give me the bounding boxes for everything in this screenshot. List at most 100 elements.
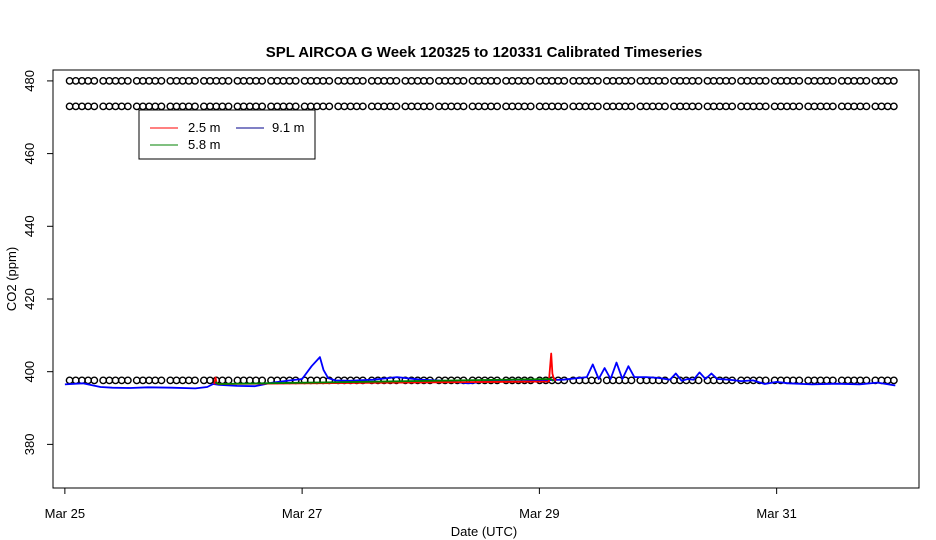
flag-marker [386, 77, 395, 85]
legend-box [138, 109, 316, 160]
flag-marker [178, 102, 187, 111]
flag-marker [783, 102, 791, 111]
flag-marker [621, 102, 630, 111]
flag-marker [267, 102, 275, 111]
flag-marker [722, 102, 730, 111]
flag-marker [844, 102, 852, 111]
flag-marker [816, 376, 825, 385]
flag-marker [319, 102, 328, 111]
flag-marker [514, 77, 523, 85]
flag-marker [615, 102, 624, 111]
flag-marker [850, 77, 859, 85]
flag-marker [206, 376, 214, 385]
flag-marker [459, 102, 468, 111]
flag-marker [502, 102, 510, 111]
flag-marker [386, 102, 395, 111]
flag-marker [157, 376, 166, 385]
y-tick-label: 420 [22, 288, 37, 310]
flag-marker [694, 376, 703, 385]
y-axis-label: CO2 (ppm) [4, 247, 19, 311]
flag-marker [358, 102, 367, 111]
flag-marker [822, 376, 831, 385]
flag-marker [279, 102, 288, 111]
flag-marker [166, 77, 175, 85]
flag-marker [828, 376, 837, 385]
flag-marker [285, 102, 294, 111]
flag-marker [199, 102, 208, 111]
flag-marker [139, 102, 147, 111]
flag-marker [883, 77, 892, 85]
flag-marker [78, 77, 86, 85]
flag-marker [480, 77, 489, 85]
flag-marker [206, 77, 214, 85]
flag-marker [715, 77, 724, 85]
flag-marker [313, 77, 321, 85]
flag-marker [447, 77, 456, 85]
flag-marker [374, 102, 382, 111]
flag-marker [648, 102, 657, 111]
flag-marker [132, 77, 141, 85]
flag-marker [548, 102, 556, 111]
legend-label-9-1m: 9.1 m [272, 120, 305, 135]
flag-marker [172, 102, 181, 111]
flag-marker [184, 77, 193, 85]
flag-marker [65, 376, 74, 385]
flag-marker [554, 77, 563, 85]
flag-marker [783, 77, 791, 85]
flag-marker [776, 102, 785, 111]
flag-marker [105, 376, 114, 385]
flag-marker [84, 376, 93, 385]
flag-marker [575, 102, 584, 111]
flag-marker [447, 102, 456, 111]
flag-marker [737, 102, 745, 111]
flag-marker [340, 77, 349, 85]
flag-marker [132, 376, 141, 385]
flag-marker [554, 102, 563, 111]
flag-marker [65, 77, 74, 85]
flag-marker [560, 77, 569, 85]
flag-marker [300, 102, 309, 111]
flag-marker [828, 102, 837, 111]
flag-marker [90, 376, 99, 385]
flag-marker [252, 77, 260, 85]
flag-marker [71, 102, 80, 111]
flag-marker [755, 77, 764, 85]
flag-marker [755, 102, 764, 111]
flag-marker [474, 77, 483, 85]
flag-marker [776, 77, 785, 85]
series-line-5-8-m [214, 378, 555, 385]
flag-marker [401, 77, 410, 85]
flag-marker [245, 102, 254, 111]
flag-marker [654, 102, 663, 111]
y-axis: 380 400 420 440 460 480 [22, 70, 53, 455]
flag-marker [199, 77, 208, 85]
flag-marker [352, 102, 361, 111]
flag-marker [749, 77, 758, 85]
plot-frame [52, 69, 920, 489]
flag-marker [593, 102, 602, 111]
flag-marker [560, 102, 569, 111]
flag-marker [508, 102, 517, 111]
y-tick-label: 440 [22, 215, 37, 237]
flag-marker [459, 77, 468, 85]
flag-marker [426, 102, 434, 111]
flag-marker [435, 77, 443, 85]
flag-marker [883, 102, 892, 111]
flag-marker [520, 102, 529, 111]
flag-marker [123, 102, 132, 111]
flag-marker [184, 102, 193, 111]
flag-marker [71, 376, 80, 385]
flag-marker [426, 77, 434, 85]
flag-marker [648, 77, 657, 85]
flag-markers [65, 77, 898, 385]
flag-marker [688, 102, 697, 111]
flag-marker [795, 102, 804, 111]
flag-marker [593, 77, 602, 85]
flag-marker [587, 77, 596, 85]
flag-marker [380, 77, 388, 85]
flag-marker [810, 102, 819, 111]
flag-marker [889, 376, 898, 385]
flag-marker [84, 77, 93, 85]
flag-marker [889, 77, 898, 85]
flag-marker [737, 77, 745, 85]
